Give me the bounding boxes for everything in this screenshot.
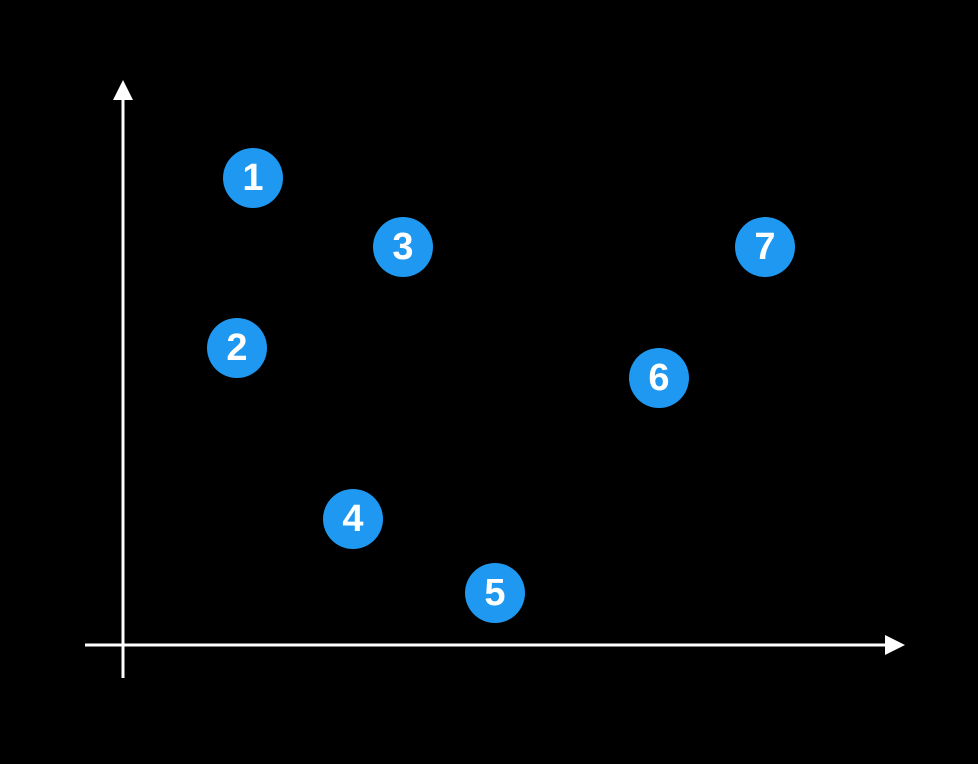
- point-label-7: 7: [754, 226, 776, 268]
- point-label-3: 3: [392, 226, 414, 268]
- point-label-1: 1: [242, 157, 264, 199]
- point-label-4: 4: [342, 498, 364, 540]
- point-label-5: 5: [484, 572, 506, 614]
- point-label-6: 6: [648, 357, 670, 399]
- x-axis-arrowhead: [885, 635, 905, 655]
- y-axis-arrowhead: [113, 80, 133, 100]
- point-marker-3: 3: [373, 217, 433, 277]
- point-marker-6: 6: [629, 348, 689, 408]
- point-marker-2: 2: [207, 318, 267, 378]
- point-label-2: 2: [226, 327, 248, 369]
- point-marker-4: 4: [323, 489, 383, 549]
- point-marker-1: 1: [223, 148, 283, 208]
- point-marker-7: 7: [735, 217, 795, 277]
- point-marker-5: 5: [465, 563, 525, 623]
